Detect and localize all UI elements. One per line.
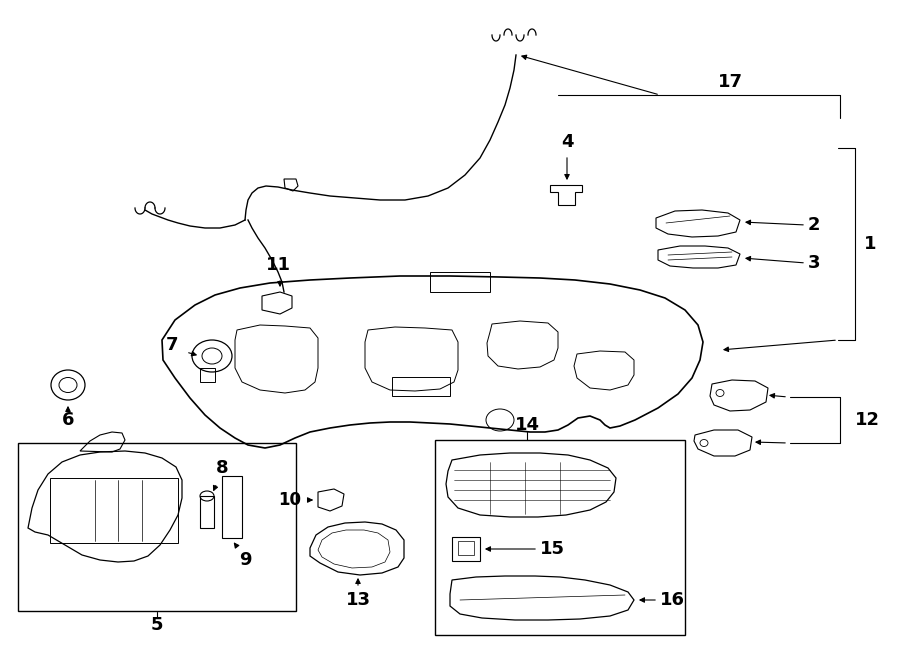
Text: 6: 6	[62, 411, 74, 429]
Bar	[435, 440, 685, 635]
Text: 1: 1	[864, 235, 877, 253]
Text: 14: 14	[515, 416, 539, 434]
Text: 9: 9	[238, 551, 251, 569]
Text: 12: 12	[855, 411, 880, 429]
Text: 11: 11	[266, 256, 291, 274]
Text: 16: 16	[660, 591, 685, 609]
Bar	[18, 443, 296, 611]
Bar	[50, 478, 178, 543]
Text: 7: 7	[166, 336, 178, 354]
Text: 8: 8	[216, 459, 229, 477]
Bar	[222, 476, 242, 538]
Bar	[452, 537, 480, 561]
Text: 4: 4	[561, 133, 573, 151]
Text: 2: 2	[808, 216, 821, 234]
Text: 15: 15	[540, 540, 565, 558]
Text: 17: 17	[717, 73, 742, 91]
Text: 10: 10	[278, 491, 302, 509]
Text: 3: 3	[808, 254, 821, 272]
Text: 5: 5	[151, 616, 163, 634]
Text: 13: 13	[346, 591, 371, 609]
Bar	[200, 496, 214, 528]
Bar	[458, 541, 474, 555]
